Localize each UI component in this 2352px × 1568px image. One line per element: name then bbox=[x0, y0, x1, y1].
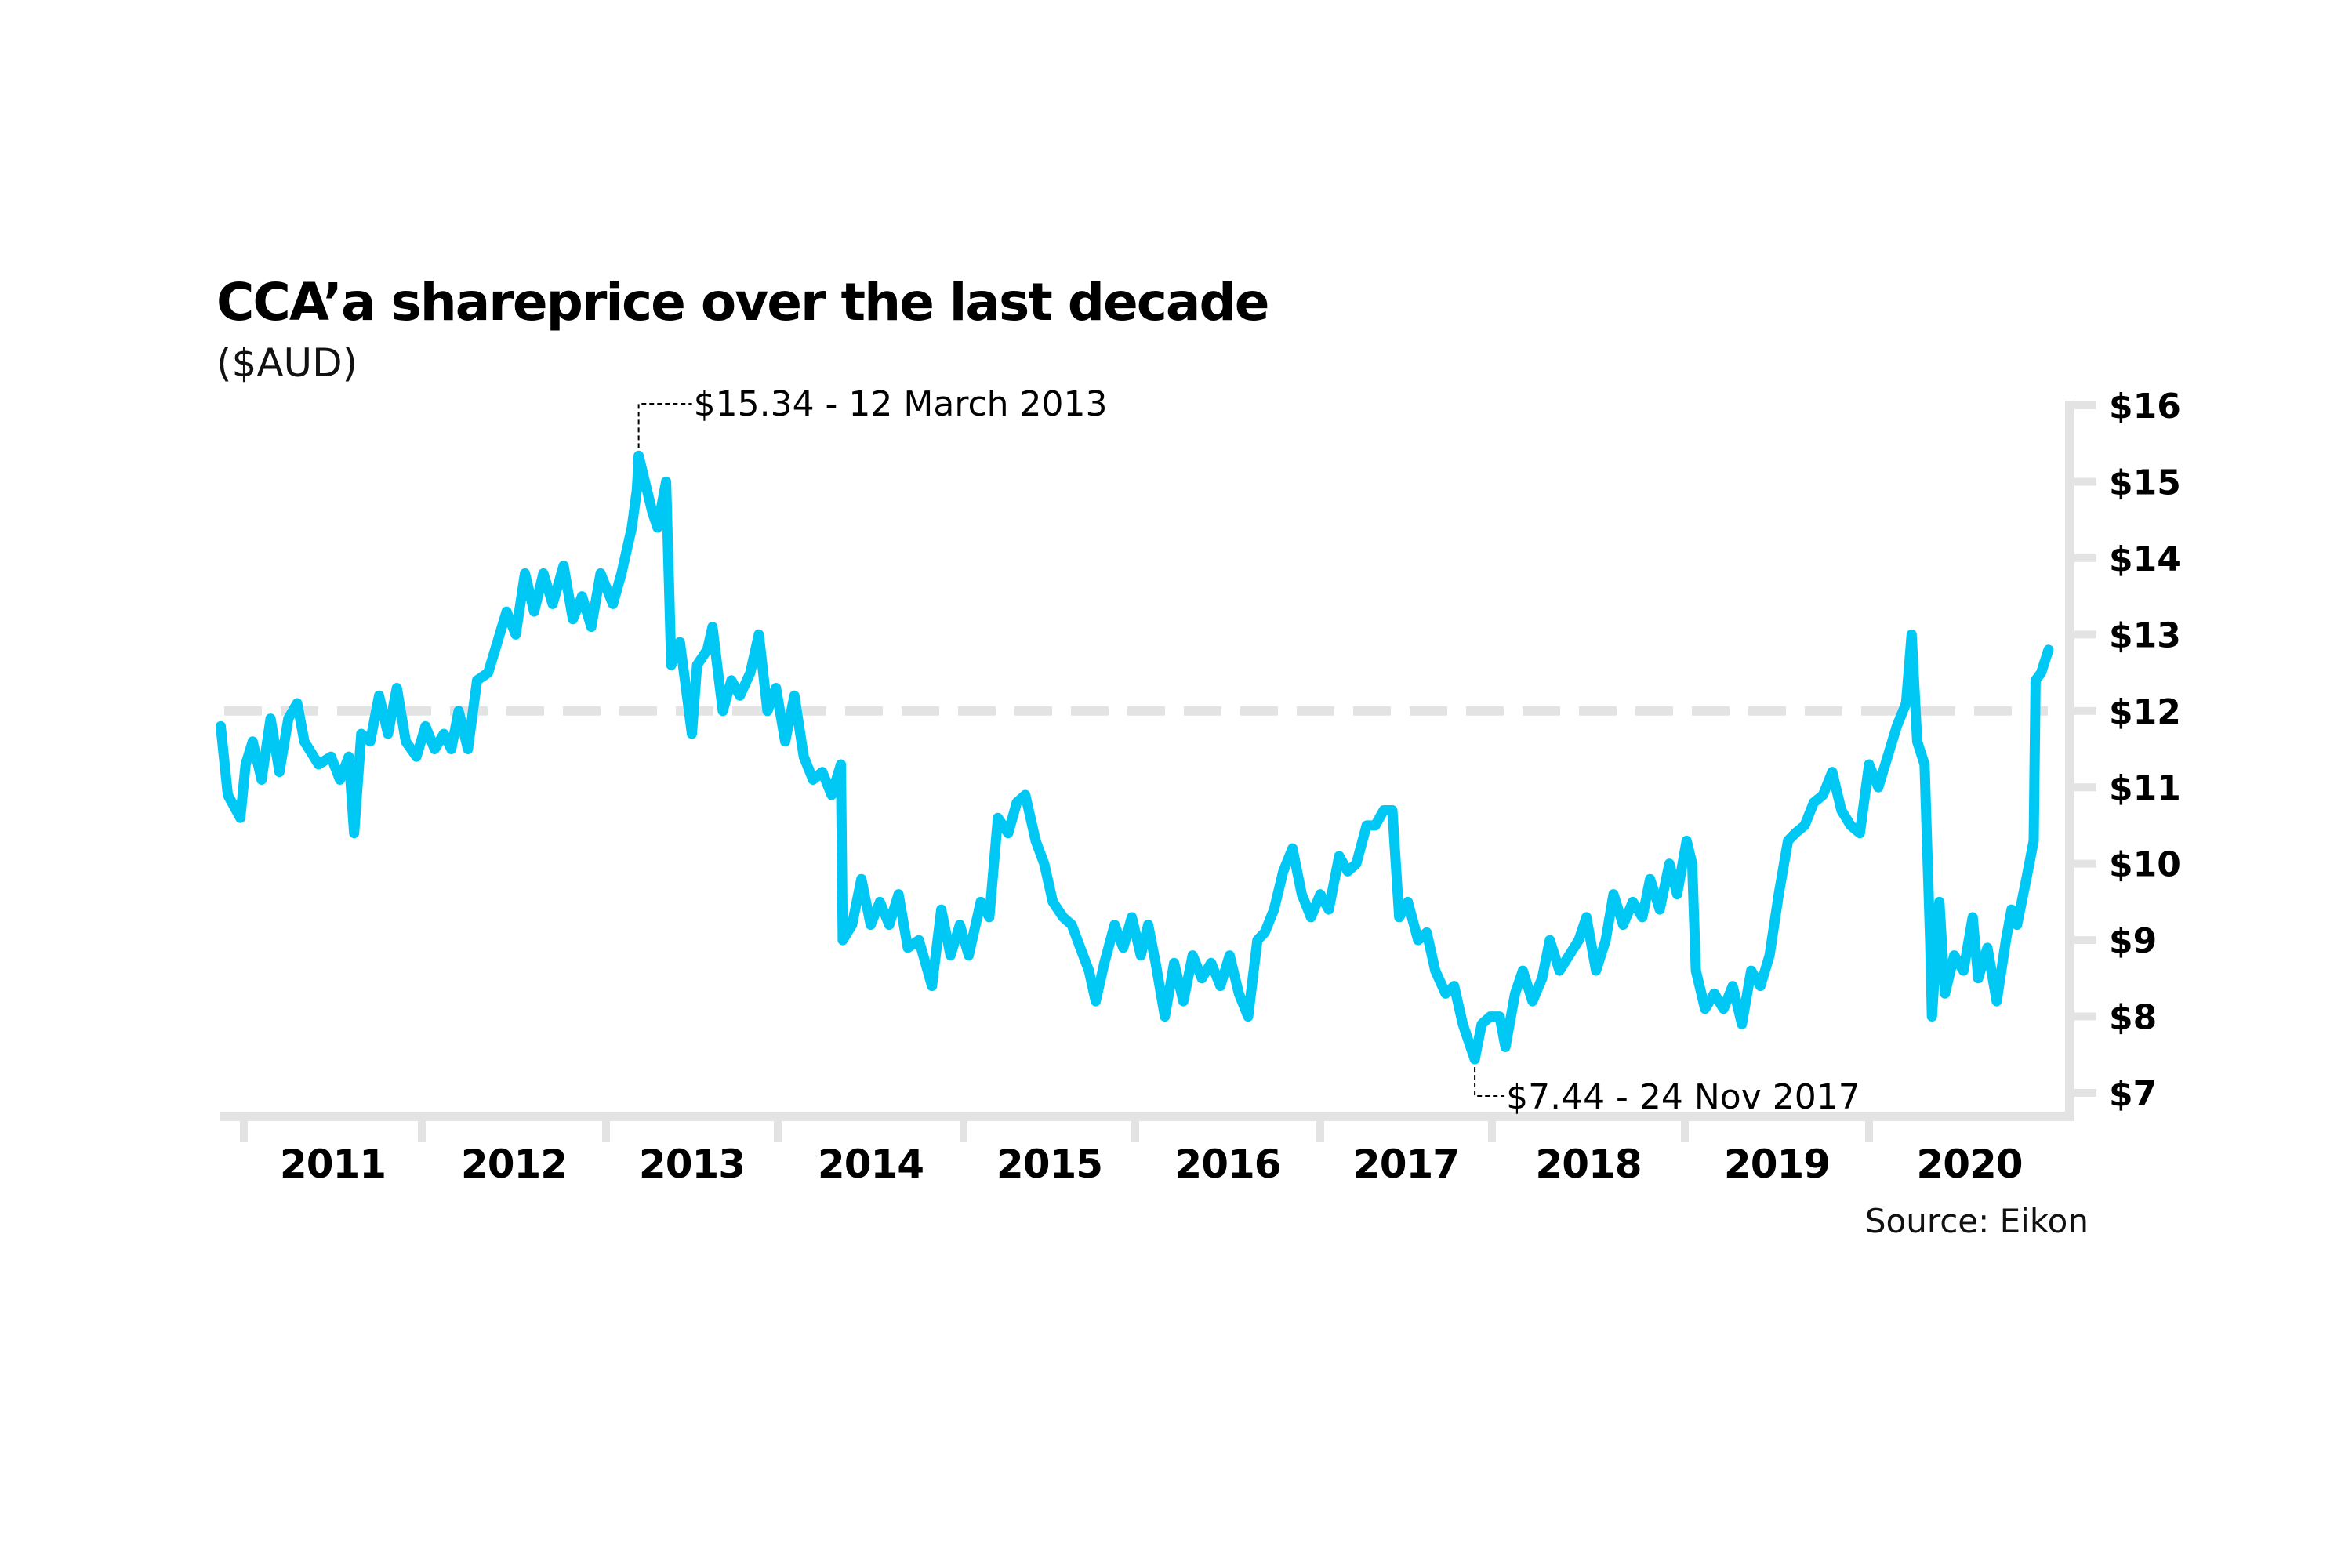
x-tick-label: 2019 bbox=[1724, 1142, 1830, 1187]
y-tick-label: $16 bbox=[2109, 387, 2181, 426]
y-axis-ticks: $16 $15 $14 $13 $12 $11 $10 $9 $8 $7 bbox=[2070, 387, 2181, 1114]
chart-title: CCA’a shareprice over the last decade bbox=[216, 272, 1268, 332]
annotation-low-leader bbox=[1474, 1067, 1505, 1097]
y-tick-label: $11 bbox=[2109, 768, 2181, 808]
y-tick-label: $8 bbox=[2109, 998, 2157, 1038]
source-note: Source: Eikon bbox=[1865, 1202, 2089, 1240]
y-tick-label: $15 bbox=[2109, 463, 2181, 503]
y-tick-label: $13 bbox=[2109, 615, 2181, 655]
x-tick-label: 2013 bbox=[639, 1142, 745, 1187]
y-tick-label: $12 bbox=[2109, 692, 2181, 732]
annotations: $15.34 - 12 March 2013 $7.44 - 24 Nov 20… bbox=[637, 384, 1860, 1117]
annotation-low-label: $7.44 - 24 Nov 2017 bbox=[1506, 1077, 1860, 1117]
x-tick-label: 2017 bbox=[1353, 1142, 1459, 1187]
x-tick-label: 2014 bbox=[818, 1142, 924, 1187]
x-tick-label: 2011 bbox=[280, 1142, 386, 1187]
axes bbox=[220, 401, 2074, 1121]
chart-subtitle: ($AUD) bbox=[216, 340, 358, 386]
x-tick-label: 2020 bbox=[1916, 1142, 2022, 1187]
x-tick-label: 2015 bbox=[996, 1142, 1102, 1187]
x-tick-label: 2016 bbox=[1174, 1142, 1280, 1187]
y-tick-label: $7 bbox=[2109, 1074, 2157, 1114]
annotation-high-leader bbox=[637, 403, 692, 448]
x-axis-ticks: 2011 2012 2013 2014 2015 2016 2017 2018 2019 2020 bbox=[240, 1116, 2024, 1187]
series-line-cca-share-price bbox=[216, 450, 2054, 1065]
annotation-high-label: $15.34 - 12 March 2013 bbox=[694, 384, 1108, 424]
y-tick-label: $9 bbox=[2109, 921, 2157, 961]
x-tick-label: 2018 bbox=[1535, 1142, 1641, 1187]
x-tick-label: 2012 bbox=[461, 1142, 567, 1187]
y-tick-label: $10 bbox=[2109, 845, 2181, 885]
y-tick-label: $14 bbox=[2109, 539, 2181, 579]
